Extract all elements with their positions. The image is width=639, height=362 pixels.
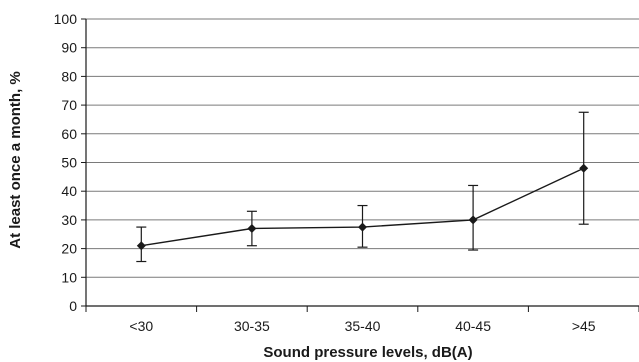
data-point <box>468 215 478 225</box>
x-tick-label: 30-35 <box>234 318 270 334</box>
y-tick-label: 80 <box>61 68 77 84</box>
data-points <box>136 163 589 251</box>
error-bars <box>136 111 589 263</box>
y-tick-label: 10 <box>61 269 77 285</box>
x-tick-label: 40-45 <box>455 318 491 334</box>
y-tick-label: 50 <box>61 155 77 171</box>
y-axis-title: At least once a month, % <box>7 71 24 249</box>
y-tick-label: 30 <box>61 212 77 228</box>
y-tick-label: 20 <box>61 241 77 257</box>
x-axis-title: Sound pressure levels, dB(A) <box>263 344 472 361</box>
y-tick-label: 60 <box>61 126 77 142</box>
x-axis-ticks: <30 30-35 35-40 40-45 >45 <box>85 306 639 334</box>
data-point <box>579 163 589 173</box>
y-tick-label: 40 <box>61 183 77 199</box>
data-point <box>247 224 257 234</box>
gridlines <box>86 18 639 278</box>
x-tick-label: >45 <box>572 318 596 334</box>
y-tick-label: 90 <box>61 40 77 56</box>
data-point <box>136 241 146 251</box>
data-point <box>358 222 367 232</box>
y-axis-ticks: 0 10 20 30 40 50 60 70 80 90 100 <box>54 11 86 314</box>
y-tick-label: 0 <box>69 298 77 314</box>
x-tick-label: <30 <box>129 318 153 334</box>
y-tick-label: 100 <box>54 11 78 27</box>
x-tick-label: 35-40 <box>345 318 381 334</box>
y-tick-label: 70 <box>61 97 77 113</box>
